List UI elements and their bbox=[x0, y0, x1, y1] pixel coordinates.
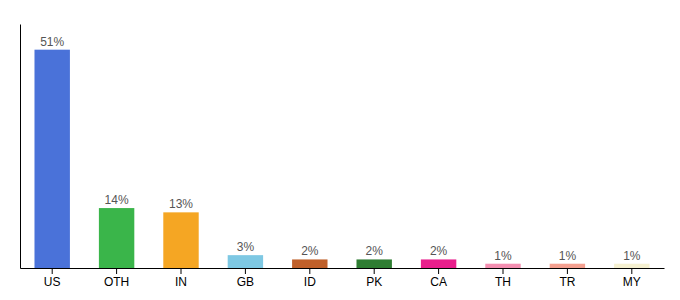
bar bbox=[614, 264, 649, 268]
x-tick-label: TR bbox=[559, 275, 575, 289]
x-tick: TR bbox=[559, 268, 575, 289]
x-tick-mark bbox=[181, 268, 182, 274]
data-label: 1% bbox=[494, 249, 512, 263]
x-tick-mark bbox=[438, 268, 439, 274]
x-tick-mark bbox=[309, 268, 310, 274]
bar bbox=[34, 50, 69, 268]
data-label: 13% bbox=[169, 197, 193, 211]
x-tick-label: US bbox=[44, 275, 61, 289]
data-label: 2% bbox=[430, 244, 448, 258]
x-tick: IN bbox=[175, 268, 187, 289]
bar bbox=[485, 264, 520, 268]
y-axis bbox=[20, 25, 21, 269]
chart: US OTH IN GB ID PK CA TH TR MY 51% 14% 13% 3% 2% 2% 2% 1%… bbox=[0, 0, 680, 300]
x-tick-label: MY bbox=[623, 275, 641, 289]
bar bbox=[356, 259, 391, 268]
bars bbox=[34, 50, 649, 268]
x-tick-mark bbox=[116, 268, 117, 274]
data-label: 3% bbox=[237, 240, 255, 254]
bar bbox=[292, 259, 327, 268]
x-tick-mark bbox=[567, 268, 568, 274]
data-label: 2% bbox=[366, 244, 384, 258]
x-tick: TH bbox=[495, 268, 511, 289]
data-label: 2% bbox=[301, 244, 319, 258]
x-tick: MY bbox=[623, 268, 641, 289]
bar bbox=[99, 208, 134, 268]
x-tick: PK bbox=[366, 268, 382, 289]
x-tick: GB bbox=[237, 268, 254, 289]
data-label: 1% bbox=[623, 249, 641, 263]
bar bbox=[550, 264, 585, 268]
data-label: 14% bbox=[105, 193, 129, 207]
data-labels: 51% 14% 13% 3% 2% 2% 2% 1% 1% 1% bbox=[40, 35, 641, 263]
bar bbox=[163, 212, 198, 268]
bar bbox=[228, 255, 263, 268]
data-label: 1% bbox=[559, 249, 577, 263]
x-tick-label: IN bbox=[175, 275, 187, 289]
x-tick-label: ID bbox=[304, 275, 316, 289]
x-tick-label: CA bbox=[430, 275, 447, 289]
x-tick: OTH bbox=[104, 268, 129, 289]
x-tick: US bbox=[44, 268, 61, 289]
x-axis: US OTH IN GB ID PK CA TH TR MY bbox=[21, 268, 665, 289]
x-tick-mark bbox=[631, 268, 632, 274]
x-tick-mark bbox=[503, 268, 504, 274]
x-tick-mark bbox=[374, 268, 375, 274]
bar bbox=[421, 259, 456, 268]
x-tick: CA bbox=[430, 268, 447, 289]
x-tick-mark bbox=[245, 268, 246, 274]
data-label: 51% bbox=[40, 35, 64, 49]
x-tick-label: PK bbox=[366, 275, 382, 289]
x-tick-label: OTH bbox=[104, 275, 129, 289]
x-tick-mark bbox=[52, 268, 53, 274]
x-tick: ID bbox=[304, 268, 316, 289]
y-axis-line bbox=[20, 25, 21, 269]
plot: US OTH IN GB ID PK CA TH TR MY 51% 14% 13% 3% 2% 2% 2% 1%… bbox=[21, 25, 665, 289]
x-tick-label: TH bbox=[495, 275, 511, 289]
x-tick-label: GB bbox=[237, 275, 254, 289]
